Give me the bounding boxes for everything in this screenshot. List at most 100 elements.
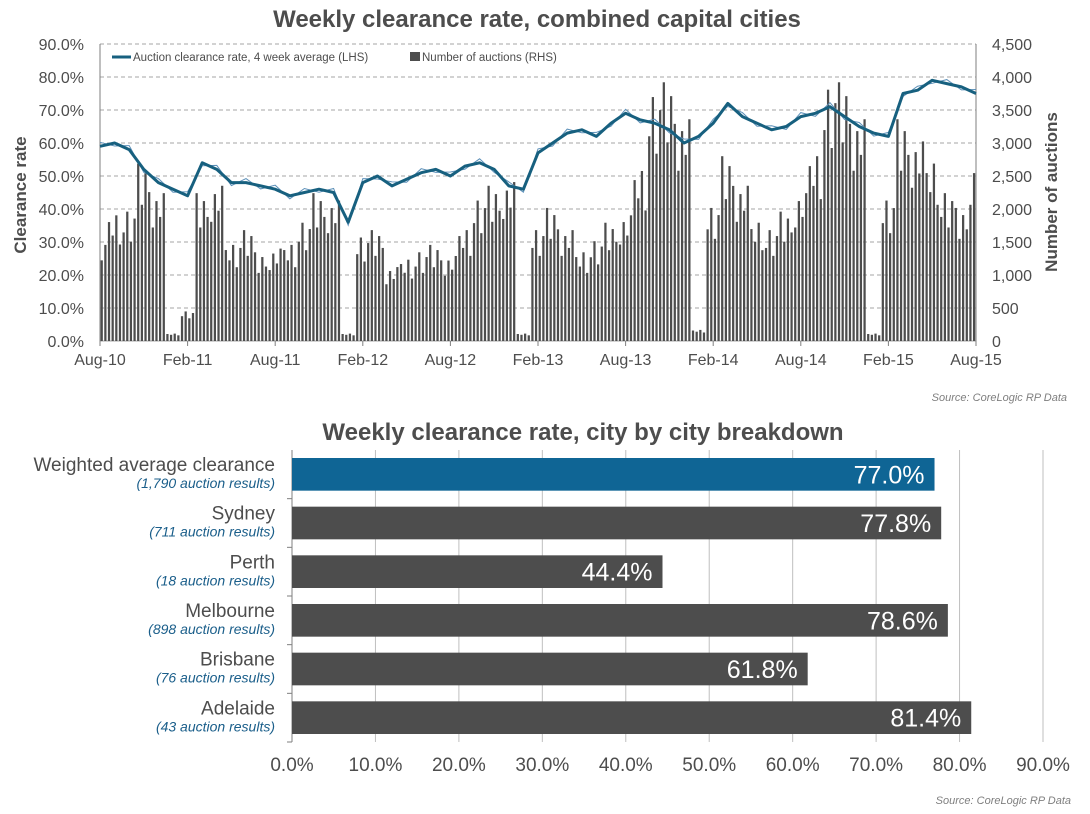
auction-count-bar <box>743 210 746 341</box>
auction-count-bar <box>932 163 936 341</box>
auction-count-bar <box>655 153 658 341</box>
auction-count-bar <box>312 193 315 341</box>
top-x-tick-label: Feb-14 <box>688 352 739 369</box>
auction-count-bar <box>115 215 118 341</box>
auction-count-bar <box>429 244 432 341</box>
auction-count-bar <box>294 267 297 341</box>
auction-count-bar <box>896 119 899 342</box>
top-x-tick-label: Feb-11 <box>163 352 213 369</box>
auction-count-bar <box>491 221 494 341</box>
auction-count-bar <box>527 335 530 341</box>
auction-count-bar <box>436 250 439 341</box>
auction-count-bar <box>746 185 749 341</box>
auction-count-bar <box>509 207 512 341</box>
auction-count-bar <box>159 216 162 341</box>
auction-count-bar <box>684 154 687 341</box>
auction-count-bar <box>677 170 680 341</box>
auction-count-bar <box>213 194 216 341</box>
top-left-tick-label: 60.0% <box>39 136 84 153</box>
auction-count-bar <box>816 156 819 341</box>
auction-count-bar <box>604 222 607 341</box>
auction-count-bar <box>607 250 611 341</box>
auction-count-bar <box>969 204 972 341</box>
top-x-axis-ticks: Aug-10 Feb-11 Aug-11 Feb-12 Aug-12 Feb-13 Aug-… <box>74 341 1002 369</box>
auction-count-bar <box>680 131 684 341</box>
auction-count-bar <box>250 236 253 341</box>
auction-count-bar <box>819 199 822 341</box>
auction-count-bar <box>615 241 618 341</box>
auction-count-bar <box>808 166 811 341</box>
auction-count-bar <box>899 170 903 341</box>
auction-count-bar <box>151 227 154 341</box>
city-bar <box>292 555 663 588</box>
auction-count-bar <box>334 223 337 341</box>
auction-count-bar <box>972 173 976 341</box>
bottom-x-tick-label: 30.0% <box>515 755 569 776</box>
auction-count-bar <box>892 208 895 341</box>
auction-count-bar <box>425 257 428 341</box>
auction-count-bar <box>951 201 954 341</box>
city-category-label: Sydney <box>212 504 276 525</box>
bottom-x-tick-label: 40.0% <box>599 755 653 776</box>
auction-count-bar <box>878 335 881 341</box>
top-left-tick-label: 10.0% <box>39 301 84 318</box>
auction-count-bar <box>845 96 848 341</box>
auction-count-bar <box>691 330 695 341</box>
auction-count-bar <box>367 243 370 341</box>
auction-count-bar <box>396 267 399 341</box>
auction-count-bar <box>137 163 140 341</box>
auction-count-bar <box>173 333 176 341</box>
auction-count-bar <box>772 255 775 341</box>
auction-count-bar <box>834 103 837 341</box>
auction-count-bar <box>699 329 702 341</box>
auction-count-bar <box>341 334 344 341</box>
auction-count-bar <box>283 250 286 341</box>
auction-count-bar <box>943 193 946 341</box>
auction-count-bar <box>239 247 242 341</box>
auction-count-bar <box>326 233 330 341</box>
auction-count-bar <box>414 266 417 341</box>
city-category-label: Perth <box>230 552 275 573</box>
auction-count-bar <box>775 236 779 341</box>
top-right-tick-label: 2,000 <box>992 202 1032 219</box>
bottom-x-axis-ticks: 0.0% 10.0% 20.0% 30.0% 40.0% 50.0% 60.0% 70.0% 8… <box>270 755 1070 776</box>
auction-count-bar <box>118 244 122 341</box>
auction-count-bar <box>166 334 169 341</box>
legend-bar-swatch <box>410 52 420 61</box>
bottom-x-tick-label: 60.0% <box>766 755 820 776</box>
auction-count-bar <box>786 218 790 341</box>
auction-count-bar <box>315 227 319 341</box>
auction-count-bar <box>461 247 465 341</box>
auction-count-bar <box>261 257 264 341</box>
auction-count-bar <box>199 227 202 341</box>
top-gridlines <box>99 43 977 342</box>
auction-count-bar <box>903 131 906 341</box>
top-right-axis-ticks: 0 500 1,000 1,500 2,000 2,500 3,000 3,500 4,000 4… <box>992 37 1032 351</box>
auction-count-bar <box>257 272 260 341</box>
auction-count-bar <box>644 210 647 341</box>
city-bar-value-label: 81.4% <box>890 705 961 733</box>
auction-count-bar <box>100 260 103 341</box>
auction-count-bar <box>191 313 195 341</box>
auction-count-bar <box>553 215 556 341</box>
auction-count-bar <box>640 170 644 341</box>
auction-count-bar <box>706 229 709 341</box>
city-bar-value-label: 44.4% <box>582 559 653 587</box>
top-right-tick-label: 3,500 <box>992 103 1032 120</box>
auction-count-bar <box>370 230 373 341</box>
clearance-rate-4wk-line <box>99 78 977 224</box>
auction-count-bar <box>885 200 888 341</box>
auction-count-bar <box>122 232 125 341</box>
auction-count-bar <box>319 201 322 341</box>
auction-count-bar <box>848 123 852 341</box>
auction-count-bar <box>542 236 545 341</box>
auction-count-bar <box>702 332 706 341</box>
auction-count-bar <box>451 269 454 341</box>
clearance-rate-weekly-line <box>99 79 977 227</box>
auction-count-bar <box>629 215 633 341</box>
auction-count-bar <box>202 201 206 341</box>
city-auction-results-label: (898 auction results) <box>148 621 275 637</box>
auction-count-bar <box>936 204 939 341</box>
city-bar-value-label: 77.0% <box>854 461 925 489</box>
